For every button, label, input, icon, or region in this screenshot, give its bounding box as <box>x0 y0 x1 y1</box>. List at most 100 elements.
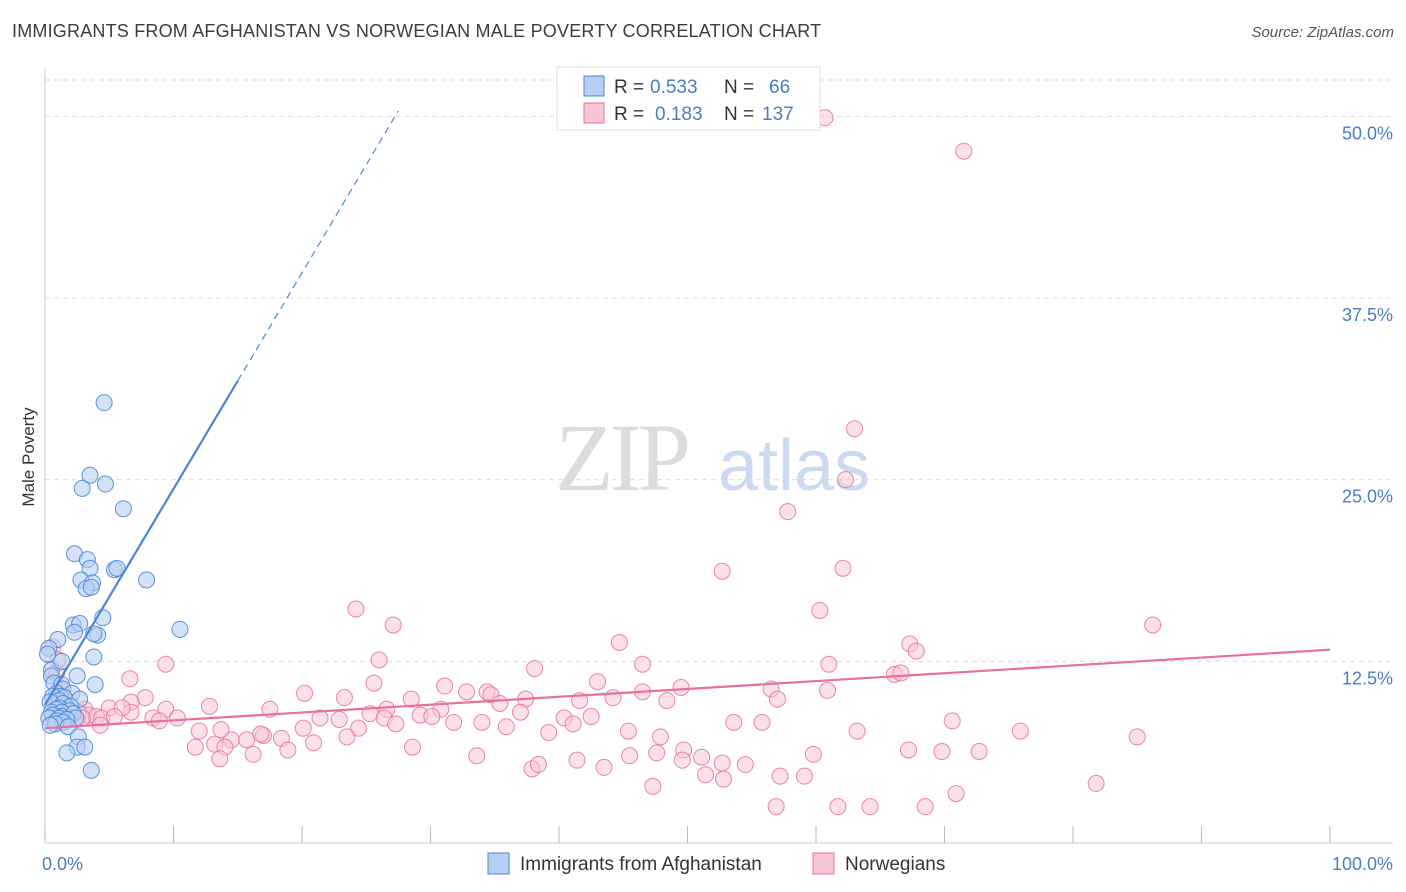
afghanistan-point <box>114 500 132 518</box>
norwegians-point <box>564 715 582 733</box>
y-tick-labels: 12.5% 25.0% 37.5% 50.0% <box>1342 123 1393 688</box>
afghanistan-point <box>81 466 99 484</box>
chart-title: IMMIGRANTS FROM AFGHANISTAN VS NORWEGIAN… <box>12 21 822 41</box>
norwegians-point <box>511 703 529 721</box>
norwegians-point <box>673 751 691 769</box>
bottom-legend-label-norwegians: Norwegians <box>845 854 945 875</box>
norwegians-point <box>779 503 797 521</box>
norwegians-point <box>279 741 297 759</box>
legend-n-value-norwegians: 137 <box>762 104 794 125</box>
bottom-legend-swatch-norwegians <box>812 852 835 875</box>
norwegians-point <box>305 734 323 752</box>
norwegians-point <box>589 673 607 691</box>
norwegians-point <box>350 719 368 737</box>
watermark-atlas: atlas <box>718 426 870 506</box>
norwegians-point <box>436 677 454 695</box>
norwegians-point <box>861 798 879 816</box>
norwegians-point <box>846 420 864 438</box>
afghanistan-trend-extension <box>237 110 399 382</box>
watermark-zip: ZIP <box>555 404 688 511</box>
y-tick-label: 25.0% <box>1342 487 1393 507</box>
norwegians-point <box>804 745 822 763</box>
norwegians-point <box>819 681 837 699</box>
norwegians-point <box>693 748 711 766</box>
afghanistan-point <box>96 475 114 493</box>
norwegians-point <box>468 747 486 765</box>
norwegians-point <box>892 664 910 682</box>
x-tick-labels: 0.0% 100.0% <box>42 854 1393 874</box>
y-axis-title: Male Poverty <box>19 407 38 507</box>
norwegians-point <box>121 670 139 688</box>
norwegians-point <box>672 678 690 696</box>
x-ticks <box>44 826 1331 843</box>
norwegians-point <box>943 712 961 730</box>
legend-r-value-afghanistan: 0.533 <box>650 77 698 98</box>
afghanistan-point <box>85 648 103 666</box>
norwegians-point <box>473 713 491 731</box>
norwegians-point <box>955 142 973 160</box>
legend-n-label: N = <box>724 104 754 125</box>
norwegians-point <box>105 708 123 726</box>
afghanistan-trend-line <box>44 380 239 706</box>
norwegians-point <box>610 633 628 651</box>
norwegians-point <box>365 674 383 692</box>
norwegians-trend-line <box>44 648 1331 730</box>
norwegians-point <box>157 655 175 673</box>
afghanistan-point <box>41 716 59 734</box>
norwegians-point <box>696 766 714 784</box>
norwegians-point <box>652 728 670 746</box>
norwegians-point <box>970 742 988 760</box>
norwegians-point <box>619 722 637 740</box>
norwegians-point <box>834 559 852 577</box>
norwegians-point <box>767 798 785 816</box>
afghanistan-point <box>108 559 126 577</box>
norwegians-point <box>136 689 154 707</box>
norwegians-point <box>387 715 405 733</box>
norwegians-point <box>1087 774 1105 792</box>
norwegians-point <box>370 651 388 669</box>
norwegians-point <box>211 750 229 768</box>
afghanistan-point <box>82 578 100 596</box>
norwegians-point <box>644 777 662 795</box>
norwegians-point <box>621 747 639 765</box>
norwegians-point <box>595 758 613 776</box>
legend-swatch-norwegians <box>583 102 605 124</box>
afghanistan-point <box>82 761 100 779</box>
afghanistan-point <box>171 620 189 638</box>
legend-n-label: N = <box>724 77 754 98</box>
norwegians-point <box>947 785 965 803</box>
norwegians-point <box>837 471 855 489</box>
legend-r-label: R = <box>614 104 644 125</box>
norwegians-point <box>338 728 356 746</box>
bottom-legend-swatch-afghanistan <box>487 852 510 875</box>
norwegians-point <box>634 655 652 673</box>
norwegians-point <box>725 713 743 731</box>
norwegians-point <box>252 725 270 743</box>
y-tick-label: 37.5% <box>1342 305 1393 325</box>
norwegians-point <box>526 660 544 678</box>
norwegians-point <box>753 713 771 731</box>
y-tick-label: 12.5% <box>1342 668 1393 688</box>
norwegians-point <box>347 600 365 618</box>
norwegians-point <box>540 724 558 742</box>
norwegians-point <box>445 713 463 731</box>
norwegians-point <box>582 708 600 726</box>
norwegians-point <box>811 601 829 619</box>
afghanistan-points <box>39 394 189 779</box>
trend-lines <box>44 110 1331 730</box>
afghanistan-point <box>76 738 94 756</box>
norwegians-point <box>714 770 732 788</box>
norwegians-point <box>768 690 786 708</box>
norwegians-point <box>296 684 314 702</box>
afghanistan-point <box>58 744 76 762</box>
legend-swatch-afghanistan <box>583 75 605 97</box>
y-tick-label: 50.0% <box>1342 123 1393 143</box>
legend-n-value-afghanistan: 66 <box>769 77 790 98</box>
norwegians-point <box>568 751 586 769</box>
afghanistan-point <box>66 623 84 641</box>
norwegians-point <box>244 745 262 763</box>
x-tick-label: 100.0% <box>1332 854 1393 874</box>
afghanistan-point <box>73 479 91 497</box>
norwegians-point <box>648 744 666 762</box>
